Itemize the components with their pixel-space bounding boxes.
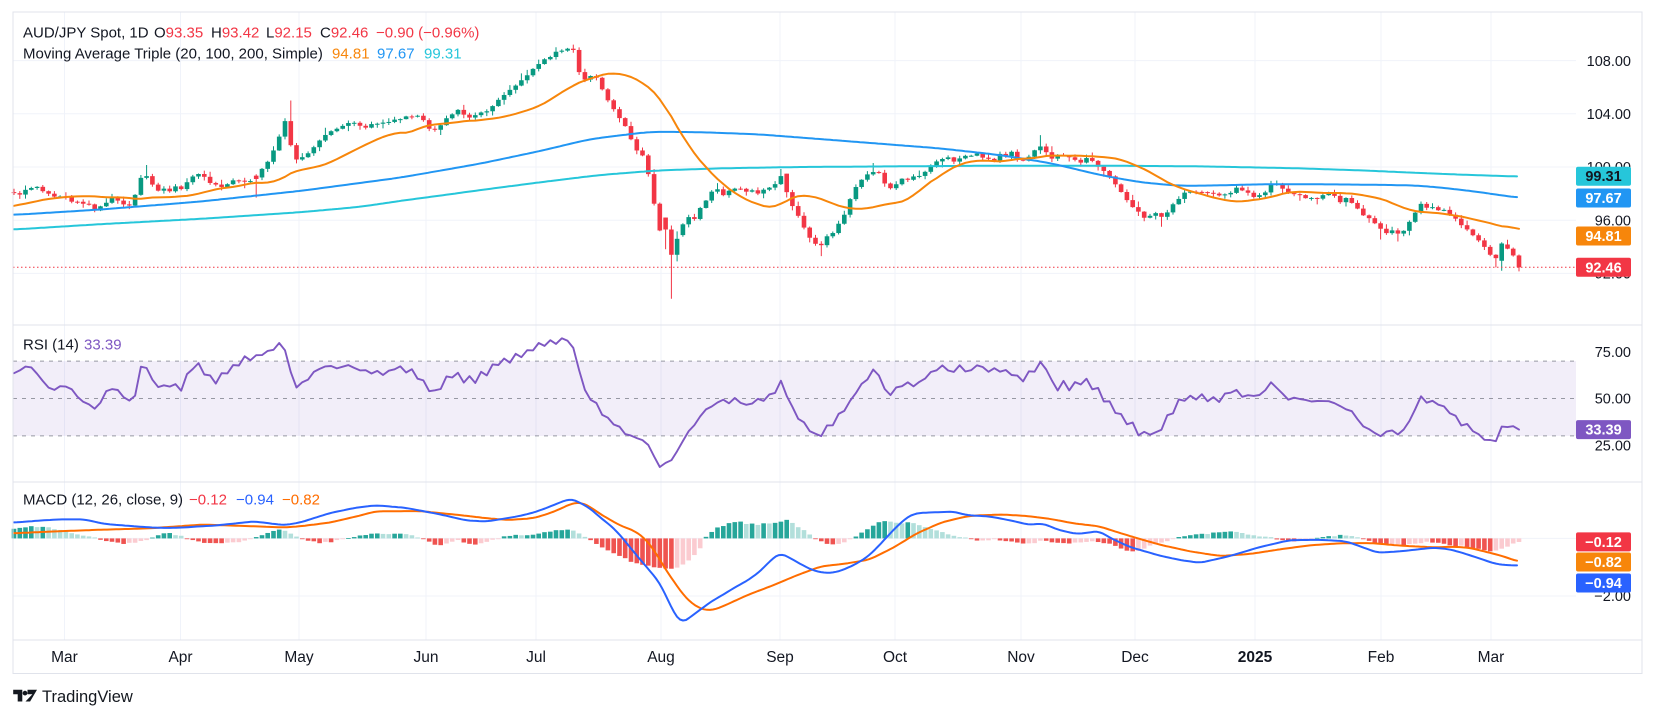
svg-text:May: May — [284, 649, 314, 666]
svg-text:Moving Average Triple (20, 100: Moving Average Triple (20, 100, 200, Sim… — [23, 46, 462, 63]
svg-text:−0.94: −0.94 — [1585, 576, 1622, 592]
svg-text:TradingView: TradingView — [42, 688, 133, 706]
svg-text:25.00: 25.00 — [1595, 439, 1631, 455]
svg-text:33.39: 33.39 — [1585, 423, 1621, 439]
svg-text:75.00: 75.00 — [1595, 345, 1631, 361]
svg-text:99.31: 99.31 — [1585, 169, 1621, 185]
svg-text:RSI (14)33.39: RSI (14) 33.39 — [23, 337, 122, 354]
svg-text:Dec: Dec — [1121, 649, 1149, 666]
svg-text:Oct: Oct — [883, 649, 908, 666]
svg-text:Mar: Mar — [51, 649, 78, 666]
svg-text:108.00: 108.00 — [1587, 54, 1631, 70]
svg-text:Apr: Apr — [168, 649, 192, 666]
svg-text:50.00: 50.00 — [1595, 392, 1631, 408]
svg-text:MACD (12, 26, close, 9)−0.12−0: MACD (12, 26, close, 9) −0.12 −0.94 −0.82 — [23, 492, 320, 509]
svg-text:2025: 2025 — [1238, 649, 1273, 666]
svg-text:96.00: 96.00 — [1595, 213, 1631, 229]
svg-text:−0.12: −0.12 — [1585, 535, 1622, 551]
svg-text:97.67: 97.67 — [1585, 191, 1621, 207]
svg-text:Nov: Nov — [1007, 649, 1035, 666]
svg-text:Aug: Aug — [647, 649, 675, 666]
svg-text:−0.82: −0.82 — [1585, 555, 1622, 571]
svg-text:Mar: Mar — [1478, 649, 1505, 666]
svg-text:Sep: Sep — [766, 649, 794, 666]
svg-text:−2.00: −2.00 — [1594, 589, 1631, 605]
svg-text:94.81: 94.81 — [1585, 229, 1621, 245]
svg-text:Feb: Feb — [1368, 649, 1395, 666]
svg-text:Jun: Jun — [414, 649, 439, 666]
svg-text:104.00: 104.00 — [1587, 107, 1631, 123]
svg-text:92.46: 92.46 — [1585, 260, 1621, 276]
svg-text:Jul: Jul — [526, 649, 546, 666]
